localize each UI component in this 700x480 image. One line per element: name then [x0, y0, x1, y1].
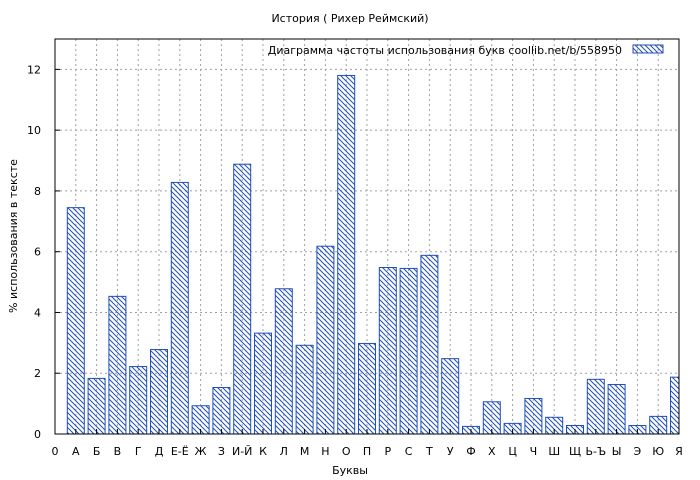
x-tick-label: Ь-Ъ	[585, 445, 606, 458]
x-tick-label: Т	[425, 445, 433, 458]
x-tick-label: Ю	[652, 445, 664, 458]
x-tick-label: В	[114, 445, 122, 458]
bar-Г	[129, 366, 148, 435]
x-tick-label: Е-Ё	[171, 445, 189, 458]
bar-Б	[87, 377, 106, 435]
bar-С	[399, 267, 418, 435]
y-tick-label: 0	[34, 428, 41, 441]
legend-swatch	[632, 44, 664, 54]
x-tick-label: М	[300, 445, 310, 458]
chart-title: История ( Рихер Реймский)	[271, 12, 429, 25]
bar-Н	[316, 245, 335, 435]
x-tick-label: Э	[634, 445, 642, 458]
y-tick-label: 6	[34, 246, 41, 259]
bar-П	[358, 342, 376, 435]
bar-И-Й	[233, 163, 252, 435]
x-tick-label: Ш	[548, 445, 560, 458]
bar-У	[441, 358, 460, 435]
x-tick-label: Ч	[530, 445, 538, 458]
x-tick-label: Г	[135, 445, 142, 458]
x-tick-label: Я	[675, 445, 683, 458]
y-tick-label: 4	[34, 306, 41, 319]
bar-Я	[670, 376, 680, 435]
bar-Ы	[607, 383, 626, 435]
bar-Т	[420, 254, 439, 435]
bar-Д	[150, 349, 168, 435]
x-tick-label: З	[218, 445, 225, 458]
bar-М	[295, 344, 314, 435]
x-tick-label: 0	[52, 445, 59, 458]
y-tick-label: 8	[34, 185, 41, 198]
bar-З	[212, 387, 231, 435]
y-tick-label: 12	[27, 63, 41, 76]
x-tick-label: П	[363, 445, 371, 458]
bar-О	[337, 74, 356, 435]
bar-Е-Ё	[170, 181, 189, 435]
x-tick-label: У	[447, 445, 454, 458]
x-tick-label: Щ	[569, 445, 581, 458]
x-tick-label: Л	[280, 445, 288, 458]
legend: Диаграмма частоты использования букв coo…	[268, 44, 664, 57]
x-tick-label: Д	[155, 445, 164, 458]
y-tick-label: 2	[34, 367, 41, 380]
x-tick-label: О	[342, 445, 351, 458]
x-tick-label: Б	[93, 445, 101, 458]
x-tick-label: К	[259, 445, 267, 458]
x-tick-label: Р	[384, 445, 391, 458]
x-tick-label: И-Й	[232, 445, 252, 458]
x-axis-label: Буквы	[332, 464, 368, 477]
x-tick-label: Ы	[612, 445, 622, 458]
legend-label: Диаграмма частоты использования букв coo…	[268, 44, 622, 57]
bar-Р	[378, 266, 397, 435]
bar-А	[66, 207, 85, 435]
x-tick-label: Ж	[195, 445, 207, 458]
bar-К	[254, 332, 272, 435]
grid	[55, 39, 679, 434]
y-tick-label: 10	[27, 124, 41, 137]
bar-Ь-Ъ	[586, 378, 605, 435]
x-tick-label: Ц	[508, 445, 517, 458]
x-tick-label: Х	[488, 445, 496, 458]
bar-Л	[274, 288, 293, 435]
x-tick-label: А	[72, 445, 80, 458]
x-tick-label: Н	[321, 445, 329, 458]
bar-Ч	[524, 397, 543, 435]
bar-В	[108, 295, 127, 435]
x-tick-label: Ф	[466, 445, 475, 458]
x-tick-label: С	[405, 445, 413, 458]
